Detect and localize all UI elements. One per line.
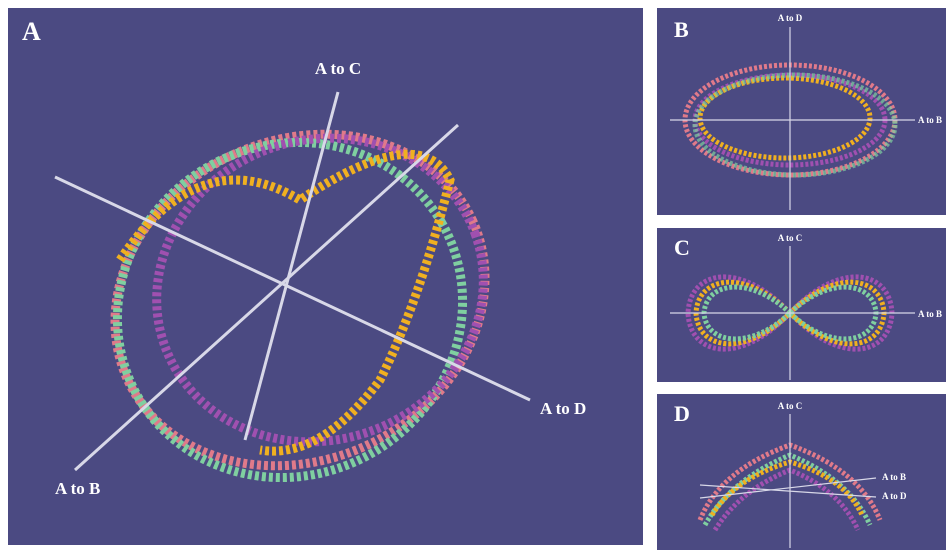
axis-label: A to B — [55, 479, 100, 498]
axis-label: A to C — [778, 401, 803, 411]
axis-label: A to C — [778, 233, 803, 243]
axis-label: A to D — [778, 13, 803, 23]
panel-label: A — [22, 17, 41, 46]
panel-d: D A to C A to B A to D — [657, 394, 946, 550]
axis-label: A to D — [540, 399, 586, 418]
axis-label: A to B — [882, 472, 906, 482]
panel-a: A A to C A to D A to B — [8, 8, 643, 545]
panel-label: C — [674, 235, 690, 260]
axis-label: A to C — [315, 59, 361, 78]
axis-label: A to D — [882, 491, 907, 501]
axis-label: A to B — [918, 115, 942, 125]
panel-c: C A to C A to B — [657, 228, 946, 382]
panel-b: B A to D A to B — [657, 8, 946, 215]
figure: A A to C A to D A to B B A to D A to B C… — [0, 0, 946, 550]
panel-background — [8, 8, 643, 545]
panel-label: B — [674, 17, 689, 42]
axis-label: A to B — [918, 309, 942, 319]
panel-label: D — [674, 401, 690, 426]
